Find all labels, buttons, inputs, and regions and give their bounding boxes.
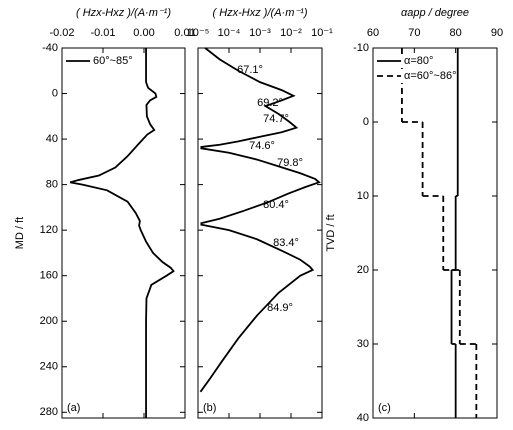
x-tick-label: 10⁻⁴ xyxy=(218,27,241,39)
x-tick-label: 70 xyxy=(408,27,420,39)
y-tick-label: 280 xyxy=(40,406,58,418)
annotation: 67.1° xyxy=(237,64,263,76)
y-tick-label: 40 xyxy=(357,412,369,424)
annotation: 80.4° xyxy=(263,199,289,211)
x-tick-label: 90 xyxy=(491,27,503,39)
annotation: 74.7° xyxy=(263,113,289,125)
annotation: 79.8° xyxy=(277,157,303,169)
x-tick-label: 10⁻⁵ xyxy=(187,27,210,39)
y-tick-label: 200 xyxy=(40,315,58,327)
panel-label: (c) xyxy=(378,402,391,414)
y-tick-label: -10 xyxy=(353,42,369,54)
annotation: 83.4° xyxy=(273,237,299,249)
y-tick-label: 30 xyxy=(357,338,369,350)
data-line xyxy=(69,48,175,418)
x-tick-label: 60 xyxy=(367,27,379,39)
y-tick-label: 120 xyxy=(40,224,58,236)
legend-label: α=80° xyxy=(404,55,433,67)
panel-label: (a) xyxy=(67,402,80,414)
x-axis-title: αapp / degree xyxy=(401,7,469,19)
x-axis-title: ( Hzx-Hxz )/(A·m⁻¹) xyxy=(76,7,171,19)
x-tick-label: 10⁻² xyxy=(280,27,302,39)
x-tick-label: 80 xyxy=(450,27,462,39)
y-tick-label: 10 xyxy=(357,190,369,202)
y-tick-label: 240 xyxy=(40,361,58,373)
x-tick-label: 10⁻³ xyxy=(249,27,271,39)
annotation: 69.2° xyxy=(257,97,283,109)
x-tick-label: -0.01 xyxy=(90,27,115,39)
y-axis-title: MD / ft xyxy=(14,217,26,249)
y-tick-label: 80 xyxy=(46,179,58,191)
y-tick-label: 0 xyxy=(52,87,58,99)
panel-label: (b) xyxy=(203,402,216,414)
legend-label: α=60°~86° xyxy=(404,70,456,82)
x-tick-label: 0.01 xyxy=(174,27,195,39)
annotation: 74.6° xyxy=(249,140,275,152)
x-tick-label: -0.02 xyxy=(49,27,74,39)
plot-frame xyxy=(61,47,186,419)
legend-label: 60°~85° xyxy=(93,55,133,67)
x-tick-label: 0.00 xyxy=(133,27,154,39)
y-tick-label: 0 xyxy=(363,116,369,128)
y-tick-label: 160 xyxy=(40,270,58,282)
y-tick-label: -40 xyxy=(42,42,58,54)
annotation: 84.9° xyxy=(267,302,293,314)
plot-frame xyxy=(372,47,498,419)
x-axis-title: ( Hzx-Hxz )/(A·m⁻¹) xyxy=(212,7,307,19)
x-tick-label: 10⁻¹ xyxy=(311,27,333,39)
y-tick-label: 40 xyxy=(46,133,58,145)
y-axis-title: TVD / ft xyxy=(325,214,337,251)
y-tick-label: 20 xyxy=(357,264,369,276)
data-line xyxy=(199,47,321,393)
